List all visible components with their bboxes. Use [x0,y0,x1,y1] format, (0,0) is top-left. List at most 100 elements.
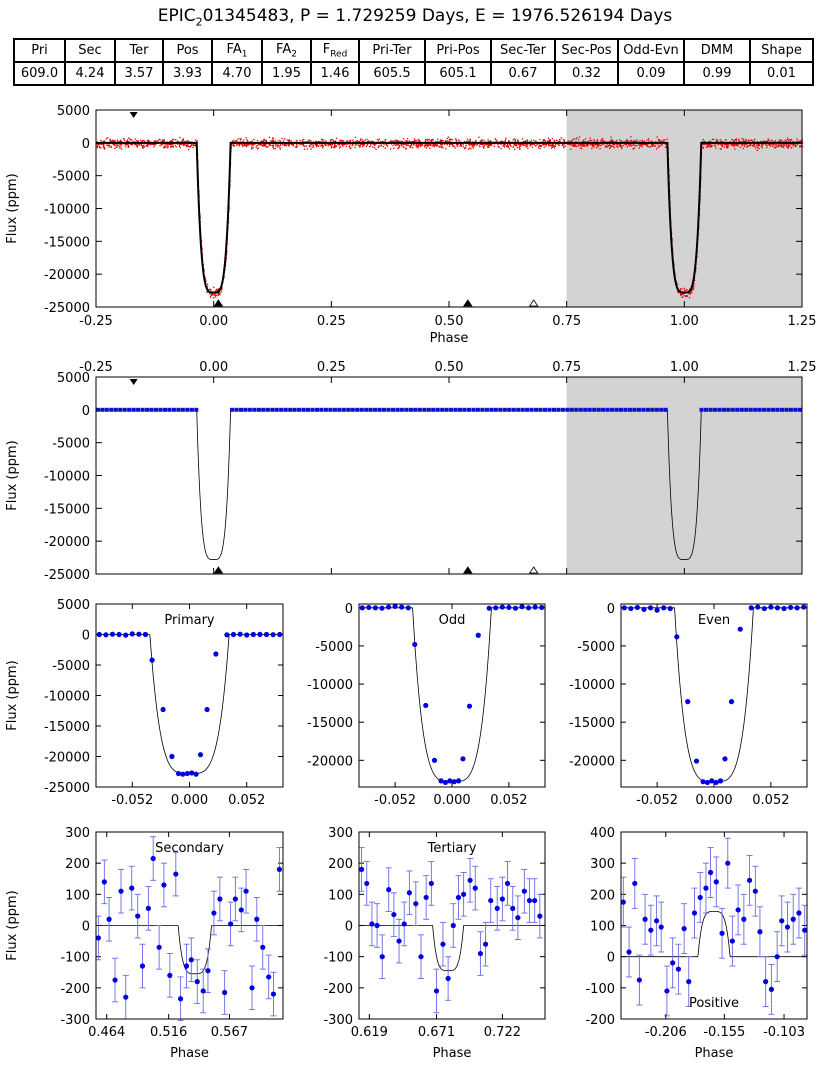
flux-point [160,144,162,146]
flux-point [609,147,611,149]
flux-point [335,145,338,147]
data-point [145,905,152,911]
flux-point [514,148,516,150]
flux-point [147,139,149,141]
flux-point [590,139,592,141]
flux-point [503,145,505,147]
data-point [494,905,500,911]
flux-point [767,139,769,141]
flux-point [316,143,318,145]
flux-point [778,140,780,142]
data-point [374,922,380,929]
flux-point [277,144,279,146]
flux-point [271,144,273,147]
binned-point [270,407,275,412]
flux-point [710,145,712,147]
data-point [244,632,250,638]
y-tick-label: -200 [323,982,353,997]
flux-point [551,138,553,140]
flux-point [265,145,267,147]
flux-point [597,144,599,146]
flux-point [337,144,339,146]
flux-point [646,145,649,147]
flux-point [786,144,788,147]
data-point [391,911,397,918]
flux-point [401,140,404,143]
flux-point [107,144,109,147]
data-point [101,879,107,885]
data-point [230,631,237,638]
flux-point [689,292,691,294]
flux-point [265,139,267,141]
flux-point [358,141,360,143]
flux-point [745,139,747,141]
flux-point [709,146,711,148]
flux-point [680,294,682,297]
flux-point [431,139,433,141]
data-point [372,605,379,611]
flux-point [782,143,784,145]
data-point [149,657,155,663]
flux-point [303,144,305,147]
flux-point [345,145,348,148]
flux-point [693,283,695,285]
binned-point [641,407,646,412]
plot-frame [358,603,546,788]
binned-point [131,407,136,412]
flux-point [433,145,435,147]
data-point [136,631,142,637]
flux-point [273,148,275,150]
flux-point [251,145,253,147]
binned-point [413,407,418,412]
binned-point [480,407,485,412]
flux-point [631,145,633,147]
binned-point [489,407,494,412]
binned-point [100,407,105,412]
binned-point [167,407,172,412]
flux-point [260,140,262,143]
flux-point [472,143,475,146]
data-point [781,605,787,612]
y-axis-label: Flux (ppm) [5,660,20,730]
flux-point [728,143,730,145]
flux-point [217,289,219,291]
x-tick-label: 0.567 [211,1025,248,1040]
flux-point [318,145,320,147]
flux-point [308,144,310,147]
flux-point [638,147,640,149]
flux-point [397,140,399,142]
x-axis-label: Phase [430,331,469,346]
flux-point [601,139,604,141]
title-subscript: 2 [195,15,203,29]
flux-point [577,139,580,141]
flux-point [167,143,169,146]
transit-model-line [96,409,802,560]
binned-point [279,407,284,412]
flux-point [219,294,221,296]
data-point [461,891,467,897]
flux-point [716,140,718,142]
flux-point [624,143,626,146]
flux-point [171,145,173,147]
y-tick-label: -10000 [569,678,615,693]
binned-point [605,407,610,412]
flux-point [653,143,655,145]
binned-point [762,407,767,412]
flux-point [274,147,276,150]
flux-point [431,145,433,147]
data-point [142,631,149,638]
flux-point [146,143,149,145]
flux-point [134,143,136,145]
y-tick-label: 300 [65,826,90,841]
flux-point [791,143,793,145]
flux-point [498,146,500,148]
flux-point [315,144,317,146]
flux-point [405,144,408,147]
flux-point [390,140,392,142]
flux-point [356,140,358,142]
y-tick-label: -25000 [44,568,90,583]
binned-point [592,407,597,412]
data-point [161,882,167,888]
stats-value-cell: 609.0 [13,61,66,86]
binned-point [292,407,297,412]
